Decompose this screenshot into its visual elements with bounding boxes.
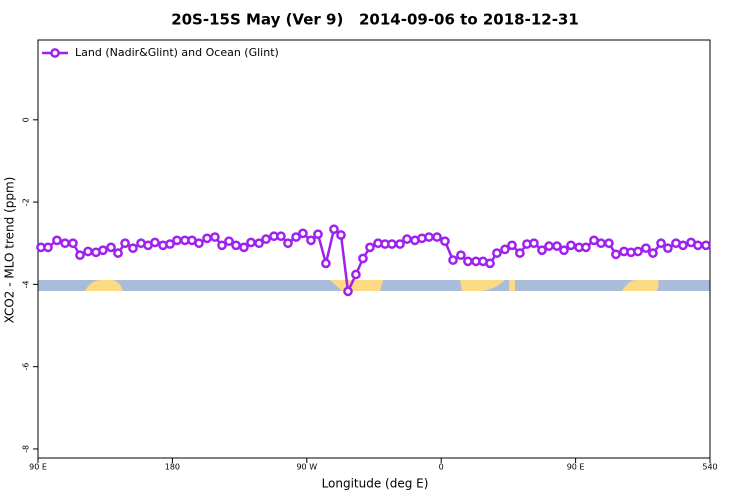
data-point — [500, 244, 510, 255]
data-point — [106, 242, 116, 253]
chart-title: 20S-15S May (Ver 9) 2014-09-06 to 2018-1… — [171, 11, 579, 29]
data-point — [693, 240, 703, 251]
data-point — [202, 233, 212, 244]
y-tick-label: 0 — [22, 117, 31, 122]
data-point — [306, 235, 316, 246]
data-point — [485, 258, 495, 269]
data-point — [165, 239, 175, 249]
y-tick-label: -2 — [22, 198, 31, 206]
data-point — [172, 235, 182, 246]
x-tick-label: 90 E — [29, 463, 47, 472]
data-point — [440, 236, 450, 247]
data-point — [210, 232, 220, 242]
data-point — [701, 240, 711, 251]
data-point — [113, 248, 123, 258]
x-tick-label: 90 E — [567, 463, 585, 472]
y-tick-label: -6 — [22, 363, 31, 371]
x-tick-label: 540 — [702, 463, 717, 472]
data-point — [351, 269, 361, 280]
data-point — [313, 229, 323, 240]
data-point — [98, 245, 108, 256]
land-band — [85, 280, 123, 291]
data-point — [641, 243, 651, 254]
data-point — [150, 237, 160, 248]
land-band — [330, 280, 383, 291]
data-point — [424, 232, 434, 242]
data-point — [559, 245, 569, 256]
data-point — [656, 238, 666, 249]
y-tick-label: -4 — [22, 280, 31, 288]
data-point — [336, 230, 346, 240]
x-tick-label: 90 W — [296, 463, 317, 472]
data-point — [611, 249, 621, 260]
land-band — [509, 280, 515, 291]
data-point — [358, 253, 368, 264]
land-band — [622, 280, 659, 291]
y-axis-label: XCO2 - MLO trend (ppm) — [3, 177, 17, 324]
data-point — [678, 240, 688, 251]
data-point — [456, 250, 466, 261]
data-point — [395, 239, 405, 249]
data-point — [321, 258, 331, 269]
data-point — [515, 248, 525, 258]
data-point — [68, 238, 78, 249]
data-point — [604, 238, 614, 249]
legend-label: Land (Nadir&Glint) and Ocean (Glint) — [75, 46, 279, 59]
legend-marker — [50, 48, 60, 58]
data-point — [246, 237, 256, 248]
data-point — [194, 238, 204, 249]
data-point — [231, 240, 241, 251]
data-point — [254, 238, 264, 249]
y-tick-label: -8 — [22, 445, 31, 453]
data-point — [663, 243, 673, 254]
data-point — [291, 232, 301, 242]
data-point — [128, 243, 138, 254]
data-point — [633, 246, 643, 257]
data-point — [387, 239, 397, 249]
data-point — [552, 241, 562, 251]
data-point — [239, 242, 249, 253]
data-point — [529, 238, 539, 249]
data-point — [329, 224, 339, 235]
x-axis-label: Longitude (deg E) — [322, 477, 429, 491]
data-point — [224, 236, 234, 247]
data-point — [544, 241, 554, 251]
data-point — [432, 232, 442, 242]
data-point — [507, 240, 517, 251]
data-point — [298, 228, 308, 239]
data-point — [596, 238, 606, 249]
land-band — [460, 280, 505, 291]
data-point — [43, 242, 53, 253]
data-point — [448, 255, 458, 265]
data-point — [581, 242, 591, 253]
data-point — [537, 245, 547, 256]
data-point — [343, 286, 353, 297]
data-point — [60, 238, 70, 249]
data-point — [283, 238, 293, 249]
data-point — [648, 248, 658, 258]
data-point — [402, 234, 412, 244]
x-tick-label: 0 — [439, 463, 444, 472]
data-point — [276, 231, 286, 242]
data-point — [217, 240, 227, 251]
data-point — [120, 238, 130, 249]
data-point — [52, 235, 62, 246]
data-point — [83, 246, 93, 257]
data-point — [492, 248, 502, 258]
data-point — [75, 250, 85, 261]
data-point — [261, 234, 271, 244]
surface-band — [38, 280, 710, 291]
data-point — [463, 256, 473, 267]
data-point — [566, 240, 576, 251]
data-point — [365, 242, 375, 253]
x-tick-label: 180 — [165, 463, 180, 472]
